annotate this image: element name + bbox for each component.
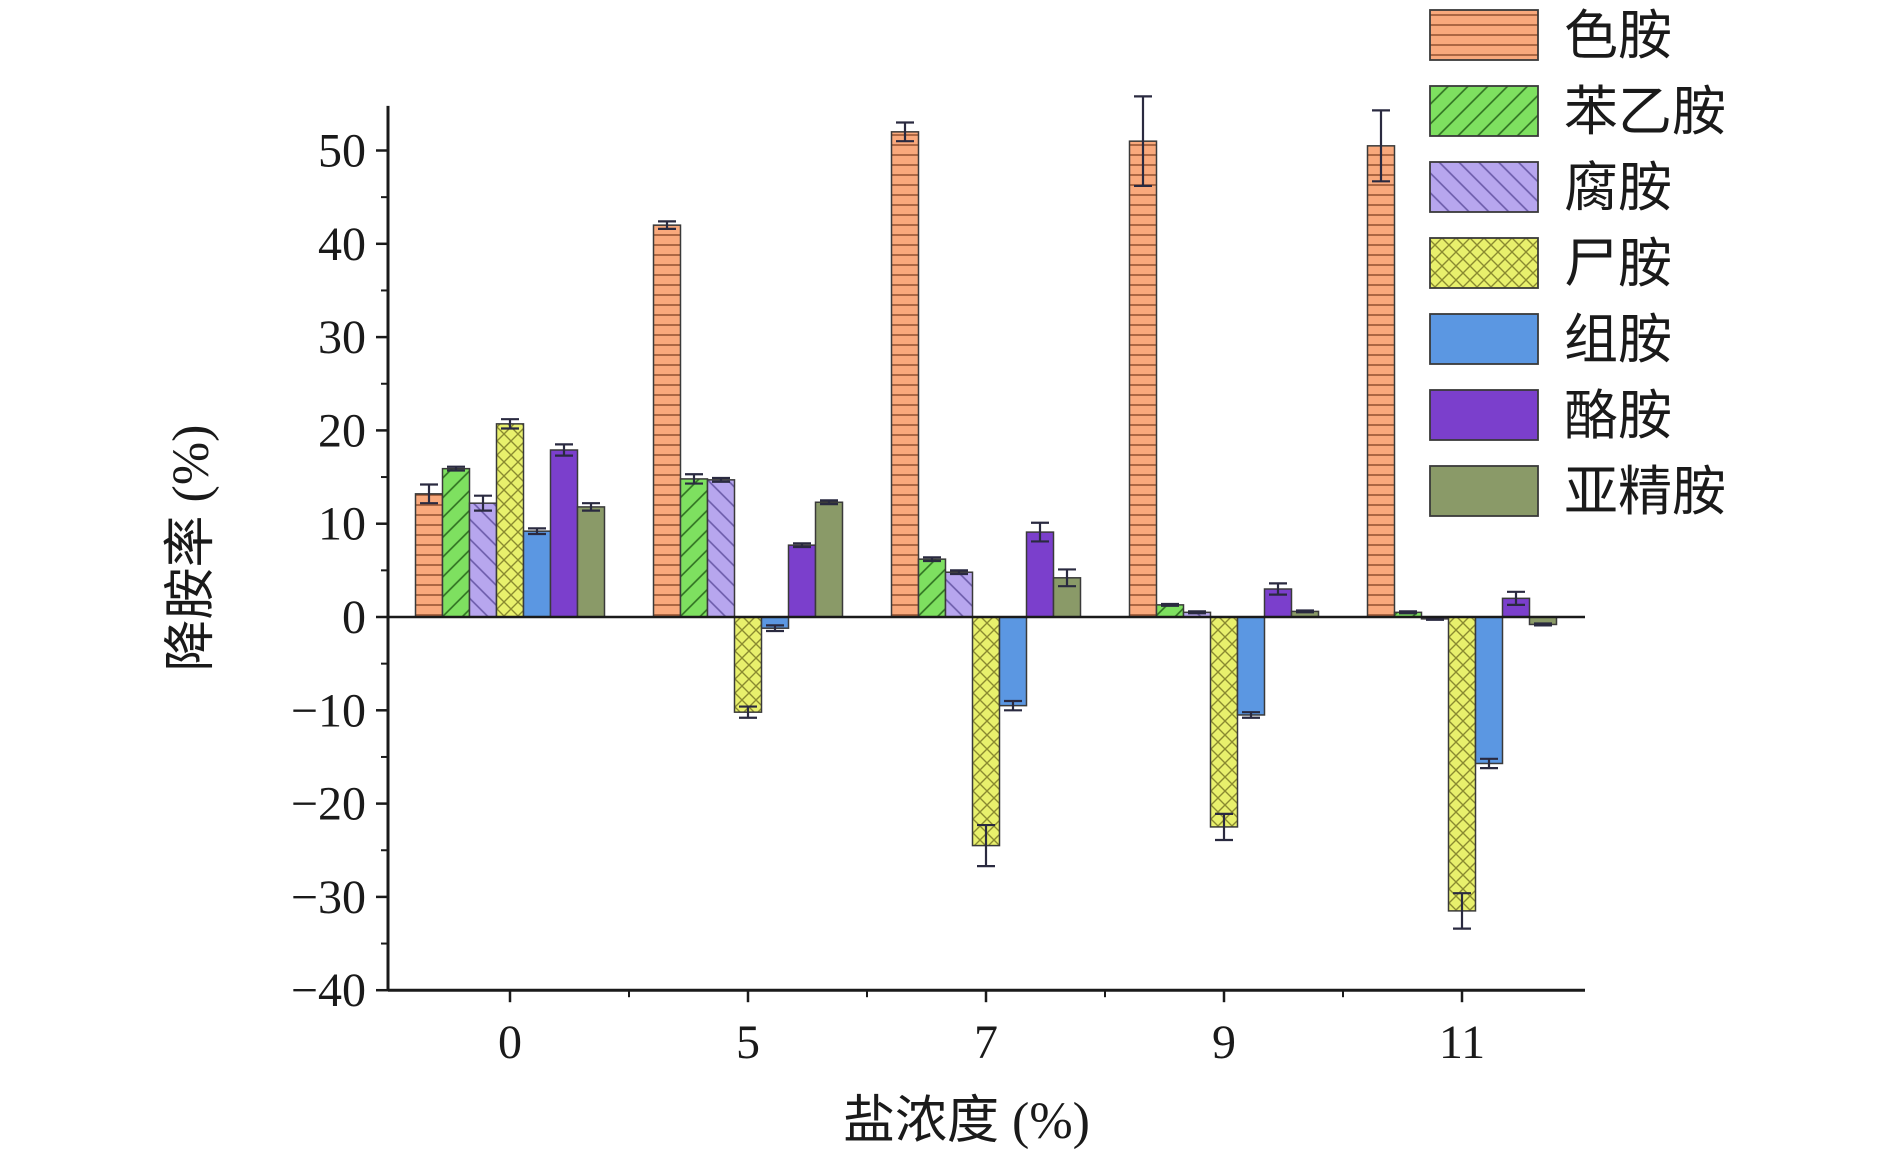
legend-swatch <box>1430 390 1538 440</box>
bar <box>815 502 843 617</box>
y-tick-label: 30 <box>318 311 366 364</box>
bar-hatch <box>1394 612 1422 617</box>
bar-hatch <box>1129 141 1157 618</box>
bar <box>1291 611 1319 617</box>
legend-swatch-hatch <box>1430 238 1538 288</box>
bar <box>788 545 816 617</box>
bar-hatch <box>707 479 735 617</box>
x-tick-label: 0 <box>498 1016 522 1069</box>
legend-label: 酪胺 <box>1564 386 1672 446</box>
bar <box>523 531 551 617</box>
legend-swatch <box>1430 314 1538 364</box>
y-tick-label: 0 <box>342 591 366 644</box>
x-axis-ticks: 0 5 7 9 11 <box>498 990 1485 1069</box>
legend-item: 苯乙胺 <box>1429 82 1726 142</box>
legend-swatch-outline <box>1429 237 1539 289</box>
bar-hatch <box>469 503 497 617</box>
bars-layer <box>414 131 1558 912</box>
legend-swatch-outline <box>1429 313 1539 365</box>
y-axis-ticks: 50 40 30 20 10 0 −10 −20 −30 −40 <box>291 125 388 1017</box>
y-tick-label: −20 <box>291 778 366 831</box>
bar <box>1529 617 1557 625</box>
legend-swatch <box>1430 466 1538 516</box>
legend-label: 色胺 <box>1564 6 1672 66</box>
legend-item: 色胺 <box>1429 6 1672 66</box>
bar <box>550 449 578 617</box>
legend-label: 亚精胺 <box>1564 462 1726 522</box>
bar <box>1026 532 1054 617</box>
bar-hatch <box>1367 145 1395 617</box>
bar-hatch <box>918 559 946 617</box>
bar <box>1237 617 1265 715</box>
bar-hatch <box>1448 617 1476 911</box>
bar-hatch <box>891 131 919 617</box>
y-tick-label: 40 <box>318 218 366 271</box>
y-axis-title: 降胺率 (%) <box>163 425 220 672</box>
bar-hatch <box>496 423 524 617</box>
legend-swatch-outline <box>1429 161 1539 213</box>
x-tick-label: 5 <box>736 1016 760 1069</box>
legend-item: 酪胺 <box>1429 386 1672 446</box>
y-tick-label: −30 <box>291 871 366 924</box>
legend-item: 亚精胺 <box>1429 462 1726 522</box>
x-axis-title: 盐浓度 (%) <box>843 1093 1090 1150</box>
legend-label: 苯乙胺 <box>1564 82 1726 142</box>
bar-hatch <box>972 617 1000 846</box>
bar-hatch <box>653 225 681 617</box>
bar-hatch <box>945 572 973 617</box>
legend-item: 尸胺 <box>1429 234 1672 294</box>
legend-label: 腐胺 <box>1564 158 1672 218</box>
bar <box>1502 598 1530 617</box>
x-tick-label: 9 <box>1212 1016 1236 1069</box>
legend-swatch-hatch <box>1430 10 1538 60</box>
bar-hatch <box>1210 617 1238 827</box>
y-tick-label: −10 <box>291 684 366 737</box>
y-tick-label: −40 <box>291 964 366 1017</box>
bar <box>577 506 605 617</box>
y-tick-label: 50 <box>318 125 366 178</box>
legend-swatch-hatch <box>1430 86 1538 136</box>
y-tick-label: 20 <box>318 404 366 457</box>
bar-hatch <box>442 468 470 617</box>
bar <box>761 617 789 629</box>
legend-swatch-outline <box>1429 9 1539 61</box>
bar-hatch <box>734 617 762 713</box>
bar <box>999 617 1027 706</box>
bar-hatch <box>680 478 708 617</box>
legend-item: 腐胺 <box>1429 158 1672 218</box>
bar-hatch <box>1156 604 1184 617</box>
error-bars-layer <box>420 95 1552 930</box>
legend-item: 组胺 <box>1429 310 1672 370</box>
legend-label: 组胺 <box>1564 310 1672 370</box>
legend-swatch-outline <box>1429 85 1539 137</box>
legend-swatch-hatch <box>1430 162 1538 212</box>
x-tick-label: 7 <box>974 1016 998 1069</box>
bar-hatch <box>1183 612 1211 617</box>
bar <box>1475 617 1503 764</box>
legend-swatch-outline <box>1429 389 1539 441</box>
x-tick-label: 11 <box>1439 1016 1485 1069</box>
legend-swatch-outline <box>1429 465 1539 517</box>
legend-label: 尸胺 <box>1564 234 1672 294</box>
y-tick-label: 10 <box>318 498 366 551</box>
bar-hatch <box>415 493 443 617</box>
